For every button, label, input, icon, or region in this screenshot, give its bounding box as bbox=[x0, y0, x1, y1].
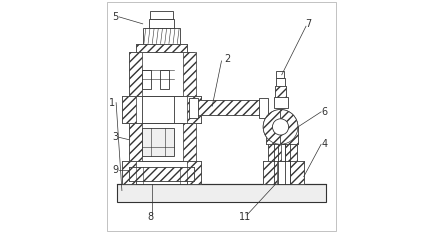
Bar bbox=[117, 184, 326, 202]
Bar bbox=[265, 127, 298, 144]
Bar bbox=[160, 70, 169, 89]
Bar bbox=[275, 86, 286, 97]
Bar bbox=[276, 78, 285, 86]
Bar bbox=[129, 123, 142, 161]
Bar bbox=[136, 44, 187, 52]
Bar bbox=[129, 168, 194, 181]
Wedge shape bbox=[280, 110, 298, 144]
Bar bbox=[129, 123, 194, 161]
Bar bbox=[284, 127, 298, 144]
Bar bbox=[183, 123, 196, 161]
Bar bbox=[275, 86, 286, 97]
Text: 5: 5 bbox=[112, 12, 119, 22]
Text: 2: 2 bbox=[224, 54, 230, 64]
Text: 1: 1 bbox=[109, 98, 115, 108]
Circle shape bbox=[272, 119, 289, 135]
Bar bbox=[122, 161, 201, 184]
Bar bbox=[194, 100, 263, 115]
Bar bbox=[129, 168, 194, 181]
Bar bbox=[268, 144, 297, 161]
Bar bbox=[263, 161, 277, 184]
Bar bbox=[276, 71, 284, 78]
Text: 7: 7 bbox=[305, 19, 311, 29]
Text: 3: 3 bbox=[113, 132, 118, 142]
Bar bbox=[194, 100, 263, 115]
Text: 8: 8 bbox=[148, 212, 154, 222]
Bar bbox=[265, 127, 280, 144]
Bar bbox=[142, 128, 174, 156]
Bar bbox=[274, 97, 288, 108]
Bar bbox=[122, 96, 201, 123]
Bar bbox=[150, 11, 173, 19]
Bar bbox=[136, 44, 187, 52]
Bar bbox=[129, 52, 194, 96]
Circle shape bbox=[263, 110, 298, 144]
Bar bbox=[187, 161, 201, 184]
Text: 11: 11 bbox=[238, 212, 251, 222]
Bar bbox=[259, 98, 268, 118]
Text: 4: 4 bbox=[322, 139, 328, 149]
Bar bbox=[129, 52, 142, 96]
Bar bbox=[122, 96, 136, 123]
Bar bbox=[143, 28, 180, 44]
Bar bbox=[263, 161, 304, 184]
Text: 6: 6 bbox=[322, 107, 328, 117]
Bar bbox=[285, 144, 297, 161]
Bar bbox=[187, 96, 201, 123]
Bar bbox=[142, 70, 151, 89]
Bar bbox=[290, 161, 304, 184]
Bar bbox=[189, 98, 198, 118]
Text: 9: 9 bbox=[113, 165, 118, 175]
Wedge shape bbox=[263, 110, 280, 144]
Bar bbox=[142, 96, 174, 123]
Bar bbox=[268, 144, 280, 161]
Bar bbox=[122, 161, 136, 184]
Bar bbox=[148, 19, 174, 28]
Bar bbox=[183, 52, 196, 96]
